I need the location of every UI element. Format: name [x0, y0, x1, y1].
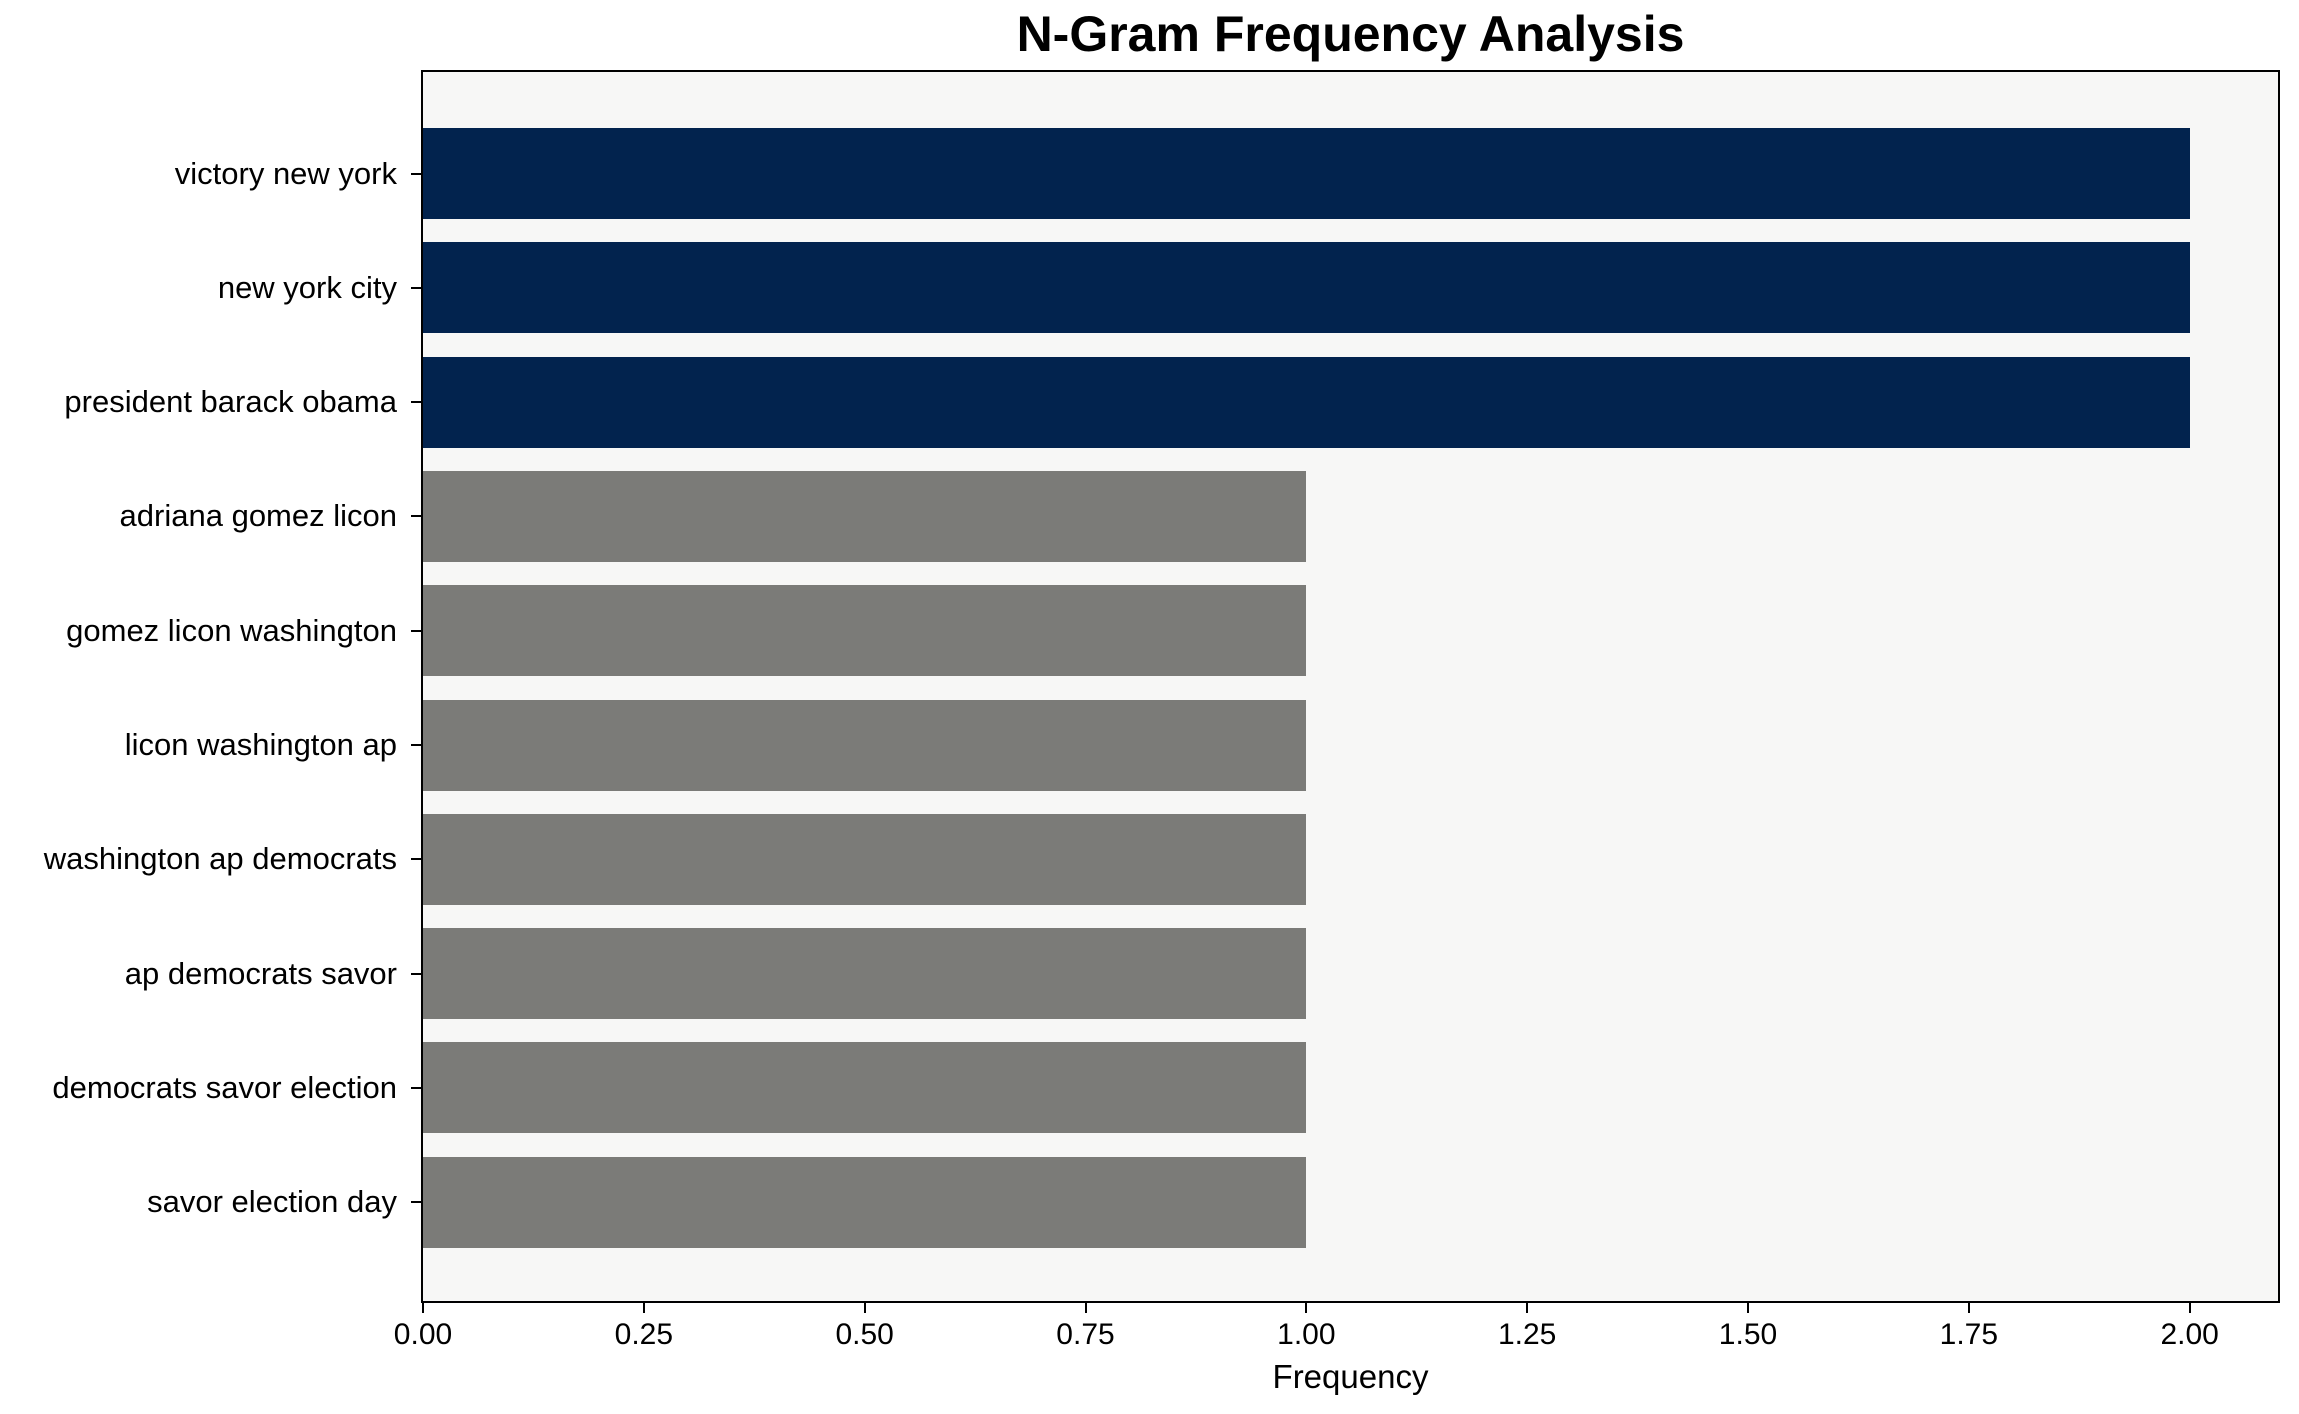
y-tick	[411, 515, 421, 518]
x-tick	[642, 1303, 645, 1313]
bar-adriana-gomez-licon	[423, 470, 1307, 562]
x-tick-label: 0.00	[393, 1318, 453, 1351]
y-axis-label: democrats savor election	[52, 1069, 397, 1105]
y-axis-label: ap democrats savor	[124, 955, 397, 991]
bar-president-barack-obama	[423, 356, 2190, 448]
y-tick	[411, 1086, 421, 1089]
x-tick-label: 0.25	[614, 1318, 674, 1351]
y-tick	[411, 172, 421, 175]
x-tick	[1305, 1303, 1308, 1313]
y-tick	[411, 744, 421, 746]
y-axis-label: savor election day	[147, 1184, 397, 1220]
x-tick-label: 0.50	[835, 1318, 894, 1351]
bar-democrats-savor-election	[423, 1042, 1307, 1134]
y-tick	[411, 858, 421, 861]
y-axis-label: president barack obama	[64, 384, 397, 420]
bar-new-york-city	[423, 242, 2190, 334]
y-axis-label: adriana gomez licon	[119, 498, 397, 534]
x-tick-label: 2.00	[2160, 1318, 2219, 1351]
x-tick	[2188, 1303, 2191, 1313]
x-tick-label: 1.75	[1939, 1318, 1999, 1351]
x-tick	[422, 1303, 424, 1313]
y-tick	[411, 286, 421, 289]
y-axis-label: gomez licon washington	[66, 612, 397, 648]
x-tick-label: 0.75	[1056, 1318, 1115, 1351]
bar-savor-election-day	[423, 1156, 1307, 1248]
y-tick	[411, 1201, 421, 1204]
chart-title: N-Gram Frequency Analysis	[1016, 6, 1685, 62]
x-tick	[1084, 1303, 1087, 1313]
y-tick	[411, 401, 421, 404]
bar-licon-washington-ap	[423, 699, 1307, 791]
bar-gomez-licon-washington	[423, 585, 1307, 677]
y-tick	[411, 629, 421, 632]
x-tick-label: 1.25	[1497, 1318, 1557, 1351]
x-tick	[1747, 1303, 1749, 1313]
x-tick	[1967, 1303, 1970, 1313]
y-axis-label: licon washington ap	[124, 727, 397, 762]
y-tick	[411, 972, 421, 975]
y-axis-label: new york city	[217, 269, 397, 305]
bar-victory-new-york	[423, 128, 2190, 219]
bar-washington-ap-democrats	[423, 813, 1307, 905]
x-axis-label: Frequency	[1272, 1358, 1429, 1395]
x-tick-label: 1.00	[1277, 1318, 1336, 1351]
x-tick	[1526, 1303, 1529, 1313]
plot-area	[421, 70, 2280, 1303]
bar-ap-democrats-savor	[423, 928, 1307, 1020]
y-axis-label: victory new york	[174, 155, 397, 191]
x-tick	[863, 1303, 866, 1313]
x-tick-label: 1.50	[1718, 1318, 1778, 1351]
y-axis-label: washington ap democrats	[43, 841, 397, 877]
